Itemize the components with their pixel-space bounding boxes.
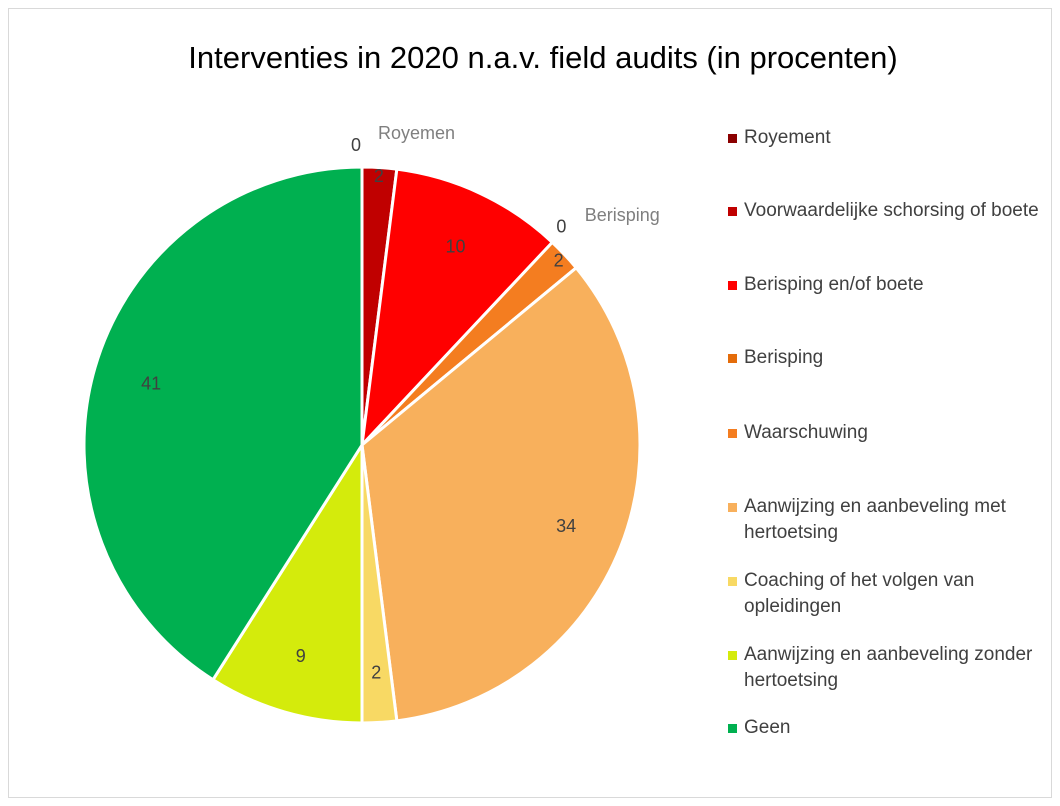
data-label-voorwaardelijke-schorsing-of-boete: 2 — [374, 166, 384, 186]
legend-label: Voorwaardelijke schorsing of boete — [744, 200, 1039, 221]
legend-swatch — [728, 281, 737, 290]
legend-label: Aanwijzing en aanbeveling met hertoetsin… — [744, 496, 1006, 543]
pie-slice-aanwijzing-en-aanbeveling-zonder-hertoetsing — [210, 439, 364, 725]
data-label-berisping: 0 — [556, 216, 566, 236]
legend-swatch — [728, 651, 737, 660]
legend-item-royement: Royement — [728, 125, 1048, 151]
pie-slice-aanwijzing-en-aanbeveling-met-hertoetsing — [360, 265, 642, 723]
legend-swatch — [728, 134, 737, 143]
legend-item-voorwaardelijke-schorsing-of-boete: Voorwaardelijke schorsing of boete — [728, 198, 1048, 224]
legend-label: Geen — [744, 717, 791, 738]
legend-label: Aanwijzing en aanbeveling zonder hertoet… — [744, 644, 1033, 691]
legend-swatch — [728, 207, 737, 216]
pie-slice-geen — [82, 165, 364, 682]
legend-label: Royement — [744, 127, 831, 148]
chart-title: Interventies in 2020 n.a.v. field audits… — [188, 40, 898, 75]
legend-swatch — [728, 724, 737, 733]
legend-swatch — [728, 577, 737, 586]
data-label-geen: 41 — [141, 374, 161, 394]
data-label-aanwijzing-en-aanbeveling-zonder-hertoetsing: 9 — [296, 646, 306, 666]
legend-item-coaching-of-het-volgen-van-opleidingen: Coaching of het volgen van opleidingen — [728, 568, 1048, 620]
data-label-royement: 0 — [351, 135, 361, 155]
legend-item-waarschuwing: Waarschuwing — [728, 420, 1048, 446]
legend-item-aanwijzing-en-aanbeveling-met-hertoetsing: Aanwijzing en aanbeveling met hertoetsin… — [728, 494, 1048, 546]
data-label-berisping-en-of-boete: 10 — [445, 236, 465, 256]
pie-slice-berisping-en-of-boete — [359, 167, 555, 450]
legend-swatch — [728, 429, 737, 438]
legend-item-aanwijzing-en-aanbeveling-zonder-hertoetsing: Aanwijzing en aanbeveling zonder hertoet… — [728, 642, 1048, 694]
legend-swatch — [728, 503, 737, 512]
legend-item-geen: Geen — [728, 715, 1048, 741]
legend-label: Berisping — [744, 347, 824, 368]
data-label-waarschuwing: 2 — [554, 250, 564, 270]
category-label-berisping: Berisping — [585, 205, 660, 225]
data-label-coaching-of-het-volgen-van-opleidingen: 2 — [371, 663, 381, 683]
data-label-aanwijzing-en-aanbeveling-met-hertoetsing: 34 — [556, 516, 576, 536]
legend-label: Coaching of het volgen van opleidingen — [744, 570, 975, 617]
legend-label: Berisping en/of boete — [744, 274, 924, 295]
legend-item-berisping-en-of-boete: Berisping en/of boete — [728, 272, 1048, 298]
legend-label: Waarschuwing — [744, 422, 868, 443]
legend-swatch — [728, 354, 737, 363]
legend-item-berisping: Berisping — [728, 345, 1048, 371]
category-label-royement: Royemen — [378, 123, 455, 143]
